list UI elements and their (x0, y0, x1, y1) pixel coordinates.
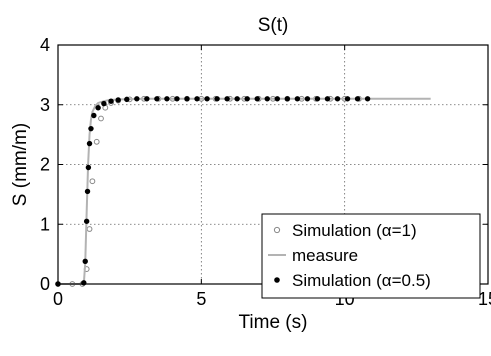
data-point (184, 96, 190, 102)
data-point (108, 98, 114, 104)
data-point (95, 105, 101, 111)
legend-item: measure (268, 246, 358, 265)
chart-title: S(t) (258, 15, 289, 36)
legend-label: Simulation (α=1) (292, 221, 417, 240)
y-axis-label: S (mm/m) (10, 123, 31, 206)
series-2 (55, 96, 371, 287)
x-tick-label: 15 (478, 289, 491, 309)
legend-item: Simulation (α=1) (273, 221, 417, 240)
data-point (314, 96, 321, 102)
data-point (164, 96, 170, 102)
x-tick-label: 5 (196, 289, 206, 309)
data-point (324, 96, 331, 102)
data-point (254, 96, 260, 102)
data-point (234, 96, 240, 102)
data-point (115, 97, 121, 103)
data-point (84, 188, 91, 195)
series-layer (55, 95, 431, 287)
legend-label: measure (292, 246, 358, 265)
data-point (88, 125, 94, 132)
data-point (82, 258, 88, 264)
legend: Simulation (α=1) measure Simulation (α=0.5… (261, 213, 481, 299)
legend-item: Simulation (α=0.5) (274, 271, 431, 290)
legend-box (261, 213, 481, 299)
data-point (284, 96, 291, 102)
x-axis-label: Time (s) (239, 312, 308, 333)
data-point (344, 96, 351, 102)
data-point (204, 96, 210, 102)
y-tick-label: 4 (40, 35, 50, 55)
data-point (364, 96, 371, 102)
data-point (154, 96, 160, 102)
data-point (134, 96, 140, 102)
y-tick-label: 1 (40, 214, 50, 234)
data-point (354, 96, 361, 102)
y-tick-label: 2 (40, 155, 50, 175)
x-tick-label: 0 (53, 289, 63, 309)
data-point (194, 96, 200, 102)
data-point (264, 96, 270, 102)
data-point (144, 96, 150, 102)
data-point (334, 96, 341, 102)
data-point (85, 164, 92, 171)
data-point (294, 96, 301, 102)
data-point (101, 100, 107, 107)
y-tick-label: 0 (40, 274, 50, 294)
y-tick-label: 3 (40, 95, 50, 115)
data-point (93, 138, 100, 145)
data-point (224, 96, 230, 102)
data-point (124, 96, 130, 103)
data-point (81, 280, 87, 286)
data-point (86, 226, 93, 232)
data-point (304, 96, 311, 102)
data-point (274, 96, 280, 102)
data-point (89, 178, 96, 185)
data-point (214, 96, 220, 102)
data-point (174, 96, 180, 102)
legend-swatch (273, 226, 281, 234)
legend-swatch (274, 277, 280, 283)
legend-label: Simulation (α=0.5) (292, 271, 431, 290)
data-point (91, 112, 97, 119)
data-point (83, 218, 90, 224)
data-point (98, 115, 104, 122)
data-point (244, 96, 250, 102)
data-point (86, 140, 93, 147)
